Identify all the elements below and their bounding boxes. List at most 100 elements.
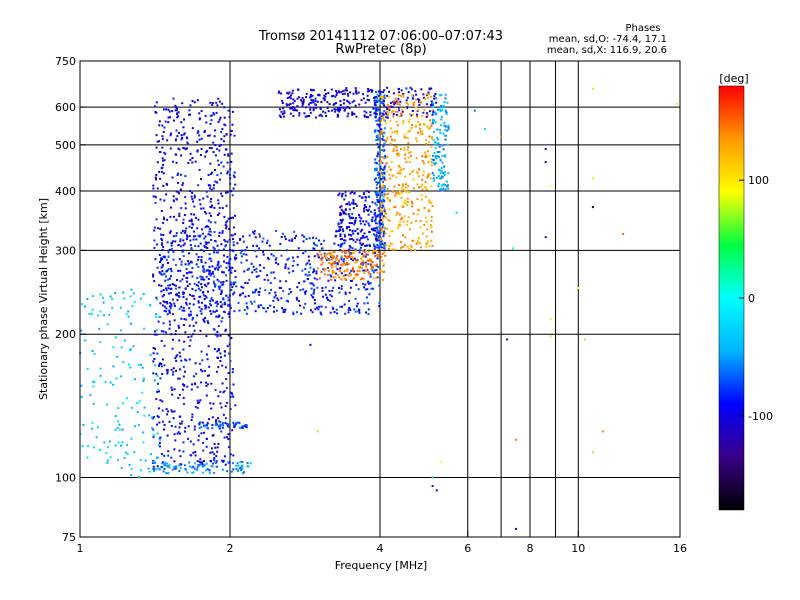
data-point bbox=[223, 153, 226, 156]
data-point bbox=[88, 313, 91, 315]
data-point bbox=[190, 218, 193, 221]
data-point bbox=[184, 202, 187, 205]
data-point bbox=[158, 315, 161, 318]
data-point bbox=[431, 120, 434, 123]
data-point bbox=[362, 235, 364, 237]
data-point bbox=[210, 312, 213, 315]
data-point bbox=[398, 115, 401, 118]
data-point bbox=[160, 330, 163, 333]
data-point bbox=[155, 174, 158, 176]
data-point bbox=[158, 364, 160, 367]
data-point bbox=[375, 263, 378, 266]
data-point bbox=[376, 97, 379, 100]
data-point bbox=[208, 253, 211, 256]
data-point bbox=[344, 194, 347, 197]
data-point bbox=[228, 461, 231, 464]
data-point bbox=[215, 422, 218, 425]
data-point bbox=[213, 442, 216, 445]
data-point bbox=[279, 280, 282, 283]
data-point bbox=[428, 141, 431, 144]
data-point bbox=[339, 305, 342, 308]
data-point bbox=[162, 330, 165, 333]
data-point bbox=[289, 291, 292, 294]
data-point bbox=[591, 451, 594, 454]
data-point bbox=[216, 264, 219, 267]
data-point bbox=[425, 93, 428, 96]
data-point bbox=[152, 275, 155, 278]
data-point bbox=[191, 223, 194, 226]
data-point bbox=[266, 307, 269, 309]
data-point bbox=[313, 277, 316, 280]
data-point bbox=[435, 176, 438, 179]
data-point bbox=[212, 187, 215, 190]
data-point bbox=[283, 110, 286, 113]
data-point bbox=[379, 123, 382, 126]
data-point bbox=[385, 140, 387, 143]
data-point bbox=[350, 269, 353, 272]
data-point bbox=[362, 277, 365, 280]
data-point bbox=[432, 154, 434, 157]
data-point bbox=[365, 264, 367, 267]
data-point bbox=[122, 291, 125, 294]
data-point bbox=[305, 263, 308, 266]
data-point bbox=[361, 266, 364, 269]
data-point bbox=[425, 188, 428, 191]
data-point bbox=[404, 199, 407, 202]
data-point bbox=[440, 93, 443, 96]
data-point bbox=[139, 459, 142, 462]
data-point bbox=[117, 441, 120, 444]
data-point bbox=[325, 256, 328, 259]
data-point bbox=[213, 251, 215, 254]
data-point bbox=[308, 237, 311, 240]
data-point bbox=[339, 214, 342, 217]
data-point bbox=[210, 114, 213, 117]
data-point bbox=[397, 97, 400, 100]
data-point bbox=[311, 89, 314, 92]
data-point bbox=[170, 303, 173, 306]
data-point bbox=[172, 235, 175, 238]
data-point bbox=[380, 255, 383, 258]
data-point bbox=[173, 302, 176, 305]
data-point bbox=[219, 116, 222, 119]
data-point bbox=[375, 91, 377, 94]
data-point bbox=[221, 231, 224, 234]
data-point bbox=[365, 296, 368, 299]
data-point bbox=[221, 426, 224, 429]
data-point bbox=[190, 271, 193, 274]
data-point bbox=[335, 265, 338, 268]
data-point bbox=[168, 305, 171, 308]
data-point bbox=[383, 207, 386, 210]
data-point bbox=[114, 415, 117, 418]
data-point bbox=[116, 427, 119, 429]
data-point bbox=[144, 459, 147, 462]
data-point bbox=[234, 270, 237, 272]
data-point bbox=[194, 235, 197, 238]
data-point bbox=[218, 212, 221, 215]
data-point bbox=[444, 138, 447, 141]
data-point bbox=[341, 251, 343, 254]
data-point bbox=[221, 283, 224, 286]
data-point bbox=[247, 465, 250, 468]
data-point bbox=[370, 267, 373, 270]
data-point bbox=[172, 195, 175, 198]
data-point bbox=[162, 234, 165, 236]
data-point bbox=[172, 367, 175, 370]
data-point bbox=[227, 154, 230, 157]
data-point bbox=[346, 255, 349, 258]
data-point bbox=[109, 295, 112, 298]
data-point bbox=[407, 216, 410, 219]
data-point bbox=[204, 305, 207, 307]
data-point bbox=[163, 159, 166, 162]
data-point bbox=[408, 191, 411, 193]
data-point bbox=[153, 358, 156, 360]
data-point bbox=[278, 108, 281, 111]
data-point bbox=[216, 251, 219, 254]
data-point bbox=[174, 153, 177, 156]
data-point bbox=[212, 462, 214, 465]
data-point bbox=[228, 238, 231, 241]
data-point bbox=[339, 106, 342, 109]
data-point bbox=[188, 314, 191, 317]
data-point bbox=[336, 113, 339, 116]
data-point bbox=[177, 377, 180, 380]
data-point bbox=[375, 113, 378, 116]
